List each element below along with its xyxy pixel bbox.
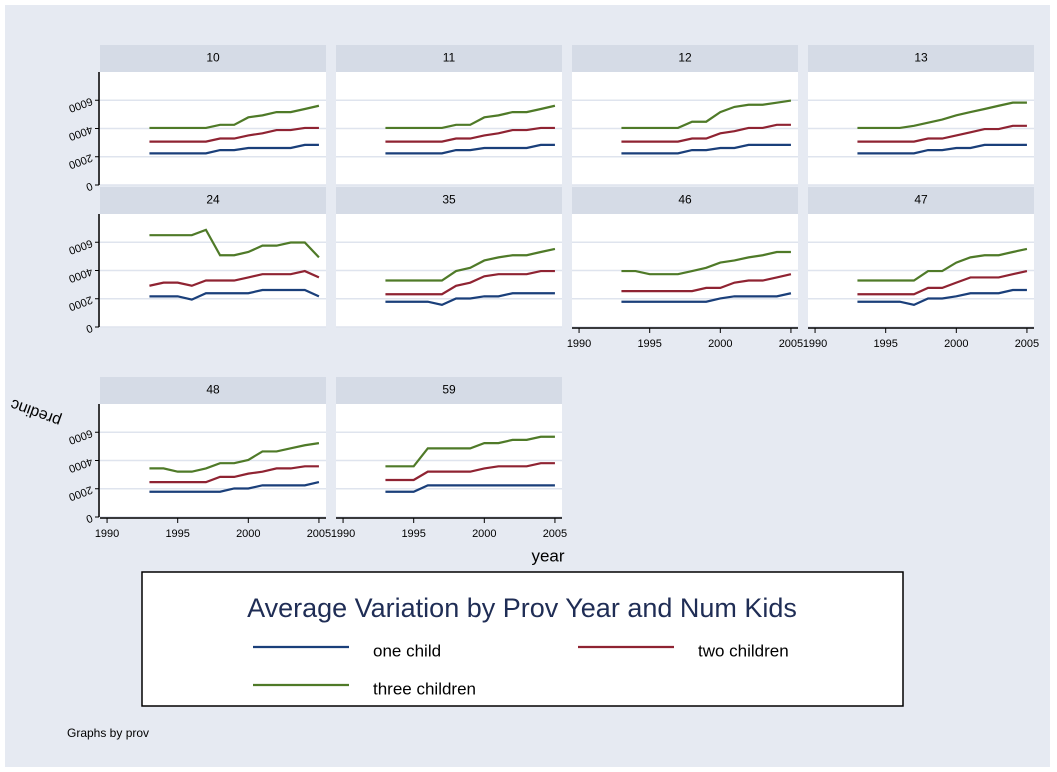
series-line bbox=[149, 269, 320, 287]
series-line bbox=[857, 247, 1028, 282]
panel-header bbox=[336, 377, 562, 404]
legend-title: Average Variation by Prov Year and Num K… bbox=[247, 593, 797, 623]
series-line bbox=[385, 484, 555, 493]
series-line bbox=[857, 143, 1027, 155]
panel-header bbox=[572, 45, 798, 72]
x-tick-label: 2000 bbox=[472, 528, 496, 540]
x-tick-label: 2005 bbox=[307, 528, 331, 540]
series-line bbox=[149, 126, 319, 143]
series-line bbox=[385, 269, 555, 296]
panel-header bbox=[808, 187, 1034, 214]
legend-label: three children bbox=[373, 679, 476, 698]
panel-title: 48 bbox=[206, 383, 220, 397]
series-line bbox=[857, 101, 1027, 130]
series-line bbox=[621, 99, 792, 130]
x-tick-label: 2005 bbox=[543, 528, 567, 540]
series-line bbox=[385, 462, 555, 482]
panel-header bbox=[336, 187, 562, 214]
x-tick-label: 2000 bbox=[708, 338, 732, 350]
legend-label: one child bbox=[373, 641, 441, 660]
series-line bbox=[857, 288, 1027, 306]
x-tick-label: 1995 bbox=[401, 528, 425, 540]
series-line bbox=[149, 288, 320, 301]
x-tick-label: 1995 bbox=[637, 338, 661, 350]
panel-header bbox=[572, 187, 798, 214]
panel-header bbox=[100, 187, 326, 214]
series-line bbox=[385, 143, 555, 155]
panel-title: 12 bbox=[678, 51, 692, 65]
panel-title: 46 bbox=[678, 193, 692, 207]
x-tick-label: 2005 bbox=[779, 338, 803, 350]
panel-title: 47 bbox=[914, 193, 928, 207]
x-tick-label: 1990 bbox=[803, 338, 827, 350]
series-line bbox=[149, 104, 320, 130]
panel-title: 24 bbox=[206, 193, 220, 207]
series-line bbox=[621, 123, 791, 143]
series-line bbox=[621, 273, 792, 293]
series-line bbox=[149, 481, 320, 493]
y-tick-label: 0 bbox=[84, 511, 94, 524]
x-tick-label: 2000 bbox=[944, 338, 968, 350]
series-line bbox=[857, 124, 1027, 143]
series-line bbox=[149, 442, 320, 473]
panel-title: 10 bbox=[206, 51, 220, 65]
x-tick-label: 2005 bbox=[1015, 338, 1039, 350]
y-tick-label: 0 bbox=[84, 179, 94, 192]
legend-box bbox=[141, 571, 904, 707]
panel-header bbox=[808, 45, 1034, 72]
x-tick-label: 2000 bbox=[236, 528, 260, 540]
series-line bbox=[857, 269, 1028, 296]
y-tick-label: 0 bbox=[84, 321, 94, 334]
x-axis-label: year bbox=[531, 546, 564, 565]
series-line bbox=[621, 250, 791, 276]
panel-title: 35 bbox=[442, 193, 456, 207]
legend-label: two children bbox=[698, 641, 789, 660]
panel-title: 11 bbox=[443, 51, 456, 65]
series-line bbox=[385, 104, 556, 130]
panel-title: 13 bbox=[914, 51, 928, 65]
series-line bbox=[385, 247, 556, 282]
x-tick-label: 1995 bbox=[165, 528, 189, 540]
panel-header bbox=[100, 45, 326, 72]
x-tick-label: 1990 bbox=[95, 528, 119, 540]
series-line bbox=[149, 143, 319, 155]
series-line bbox=[621, 143, 791, 155]
x-tick-label: 1990 bbox=[331, 528, 355, 540]
panel-header bbox=[100, 377, 326, 404]
x-tick-label: 1995 bbox=[873, 338, 897, 350]
series-line bbox=[385, 126, 555, 143]
panel-header bbox=[336, 45, 562, 72]
panel-title: 59 bbox=[442, 383, 456, 397]
series-line bbox=[149, 465, 319, 484]
series-line bbox=[149, 228, 320, 259]
series-line bbox=[385, 292, 555, 306]
series-line bbox=[621, 292, 792, 303]
note: Graphs by prov bbox=[67, 726, 149, 740]
series-line bbox=[385, 435, 555, 468]
x-tick-label: 1990 bbox=[567, 338, 591, 350]
